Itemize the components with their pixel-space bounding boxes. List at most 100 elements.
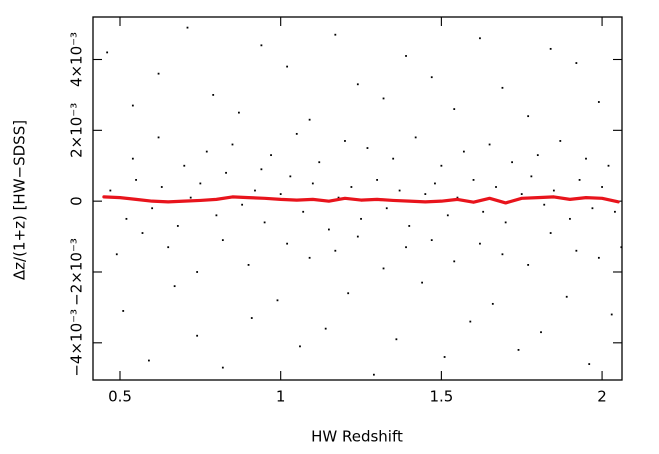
- data-point: [430, 239, 433, 242]
- data-point: [565, 295, 568, 298]
- data-point: [482, 210, 485, 213]
- data-point: [517, 348, 520, 351]
- data-point: [575, 249, 578, 252]
- data-point: [382, 267, 385, 270]
- data-point: [527, 115, 530, 118]
- data-point: [125, 217, 128, 220]
- data-point: [289, 175, 292, 178]
- data-point: [109, 189, 112, 192]
- data-point: [491, 302, 494, 305]
- data-point: [148, 359, 150, 362]
- data-point: [405, 246, 407, 249]
- data-point: [569, 217, 571, 220]
- data-point: [263, 221, 266, 224]
- data-point: [106, 51, 109, 54]
- data-point: [199, 182, 202, 185]
- y-tick-label: 4×10⁻³: [68, 32, 86, 87]
- data-point: [366, 147, 369, 149]
- data-point: [157, 136, 160, 139]
- data-point: [247, 264, 250, 266]
- data-point: [591, 207, 594, 210]
- data-point: [131, 104, 134, 107]
- data-point: [536, 154, 539, 157]
- data-point: [421, 281, 423, 284]
- data-point: [610, 313, 613, 316]
- data-point: [260, 168, 263, 171]
- data-point: [350, 186, 353, 188]
- data-point: [196, 334, 199, 337]
- data-point: [559, 140, 562, 142]
- data-point: [392, 157, 395, 160]
- data-point: [540, 331, 542, 334]
- x-tick-label: 1.5: [429, 388, 453, 406]
- median-line: [102, 195, 620, 205]
- data-point: [241, 203, 244, 206]
- data-point: [360, 217, 362, 220]
- data-point: [356, 83, 359, 86]
- data-point: [504, 221, 507, 224]
- data-point: [151, 207, 154, 210]
- data-point: [597, 256, 600, 259]
- data-point: [575, 62, 578, 64]
- data-point: [549, 232, 552, 234]
- y-axis-label: Δz/(1+z) [HW−SDSS]: [11, 120, 29, 280]
- data-point: [453, 260, 456, 263]
- data-point: [543, 203, 546, 206]
- data-point: [578, 179, 581, 181]
- data-point: [527, 264, 530, 266]
- data-point: [260, 44, 263, 47]
- data-point: [408, 225, 411, 227]
- data-point: [414, 136, 417, 139]
- data-point: [430, 76, 433, 79]
- plot-frame: [92, 16, 623, 381]
- data-point: [196, 271, 199, 273]
- data-point: [250, 317, 253, 319]
- x-tick-label: 1: [276, 388, 286, 406]
- data-point: [183, 164, 186, 167]
- data-point: [372, 373, 375, 376]
- x-axis-label: HW Redshift: [311, 428, 403, 446]
- data-point: [157, 72, 160, 75]
- data-point: [472, 179, 475, 181]
- data-point: [462, 150, 465, 153]
- data-point: [344, 140, 346, 142]
- data-point: [440, 164, 443, 167]
- data-point: [585, 157, 587, 160]
- data-point: [501, 253, 504, 256]
- data-point: [334, 249, 337, 252]
- data-point: [221, 366, 224, 369]
- data-point: [607, 164, 610, 167]
- data-point: [620, 246, 623, 249]
- data-point: [382, 97, 385, 100]
- data-point: [279, 193, 282, 195]
- data-point: [318, 161, 321, 164]
- data-point: [347, 292, 350, 295]
- data-point: [443, 356, 446, 358]
- data-point: [511, 161, 513, 164]
- data-point: [453, 108, 456, 110]
- data-point: [530, 175, 533, 178]
- data-point: [115, 253, 118, 256]
- y-tick-label: 2×10⁻³: [68, 103, 86, 158]
- data-point: [221, 239, 224, 242]
- data-point: [295, 132, 298, 135]
- data-point: [398, 189, 401, 192]
- data-point: [189, 196, 192, 199]
- data-point: [122, 310, 125, 312]
- y-tick-label: −2×10⁻³: [68, 238, 86, 306]
- data-point: [308, 256, 311, 259]
- data-point: [601, 186, 603, 188]
- x-tick-label: 2: [597, 388, 607, 406]
- data-point: [614, 210, 616, 213]
- data-point: [302, 210, 305, 213]
- data-point: [549, 47, 552, 50]
- data-point: [495, 186, 497, 188]
- data-point: [434, 182, 436, 185]
- data-point: [270, 154, 272, 157]
- data-point: [135, 179, 137, 181]
- data-point: [520, 193, 523, 195]
- data-point: [215, 214, 218, 217]
- data-point: [597, 101, 600, 103]
- data-point: [479, 37, 481, 40]
